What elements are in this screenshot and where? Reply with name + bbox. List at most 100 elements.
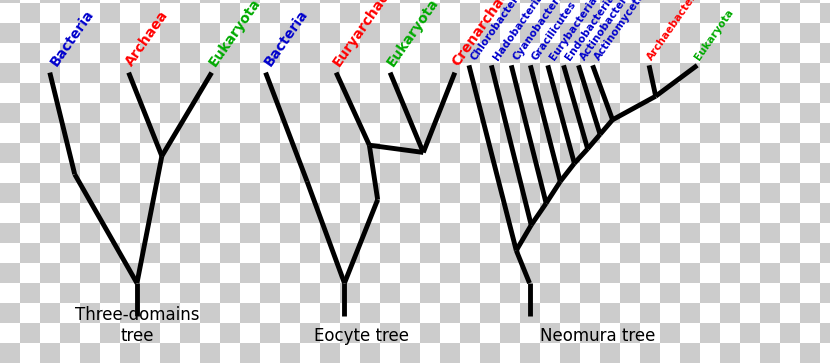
Text: Eocyte tree: Eocyte tree	[314, 327, 408, 345]
Bar	[40, 263, 60, 283]
Bar	[460, 203, 480, 223]
Bar	[540, 3, 560, 23]
Bar	[380, 103, 400, 123]
Bar	[180, 143, 200, 163]
Bar	[460, 123, 480, 143]
Bar	[380, 123, 400, 143]
Bar	[560, 43, 580, 63]
Bar	[420, 0, 440, 3]
Bar	[660, 23, 680, 43]
Bar	[780, 343, 800, 363]
Bar	[500, 83, 520, 103]
Bar	[600, 143, 620, 163]
Bar	[140, 163, 160, 183]
Bar	[420, 83, 440, 103]
Bar	[320, 303, 340, 323]
Bar	[500, 303, 520, 323]
Bar	[760, 143, 780, 163]
Bar	[80, 83, 100, 103]
Bar	[600, 263, 620, 283]
Bar	[400, 163, 420, 183]
Bar	[0, 143, 20, 163]
Bar	[440, 83, 460, 103]
Bar	[400, 83, 420, 103]
Bar	[600, 223, 620, 243]
Bar	[60, 323, 80, 343]
Bar	[40, 343, 60, 363]
Bar	[340, 23, 360, 43]
Bar	[720, 23, 740, 43]
Bar	[660, 263, 680, 283]
Bar	[220, 283, 240, 303]
Bar	[780, 43, 800, 63]
Bar	[160, 23, 180, 43]
Bar	[520, 183, 540, 203]
Bar	[100, 263, 120, 283]
Bar	[580, 0, 600, 3]
Bar	[480, 243, 500, 263]
Text: Archaea: Archaea	[123, 8, 171, 69]
Bar	[280, 263, 300, 283]
Bar	[720, 343, 740, 363]
Bar	[580, 3, 600, 23]
Bar	[540, 183, 560, 203]
Bar	[780, 203, 800, 223]
Bar	[340, 123, 360, 143]
Bar	[20, 43, 40, 63]
Bar	[640, 303, 660, 323]
Bar	[800, 283, 820, 303]
Bar	[60, 63, 80, 83]
Bar	[40, 283, 60, 303]
Bar	[200, 83, 220, 103]
Text: Euryarchaeota: Euryarchaeota	[330, 0, 408, 69]
Bar	[120, 143, 140, 163]
Bar	[500, 0, 520, 3]
Bar	[300, 143, 320, 163]
Bar	[820, 23, 830, 43]
Bar	[780, 223, 800, 243]
Bar	[160, 163, 180, 183]
Bar	[120, 83, 140, 103]
Bar	[0, 323, 20, 343]
Bar	[60, 43, 80, 63]
Bar	[100, 303, 120, 323]
Bar	[120, 183, 140, 203]
Bar	[740, 3, 760, 23]
Bar	[120, 343, 140, 363]
Bar	[360, 123, 380, 143]
Bar	[160, 103, 180, 123]
Bar	[0, 163, 20, 183]
Bar	[680, 343, 700, 363]
Bar	[460, 63, 480, 83]
Bar	[580, 163, 600, 183]
Bar	[240, 103, 260, 123]
Bar	[20, 63, 40, 83]
Bar	[520, 243, 540, 263]
Bar	[600, 103, 620, 123]
Bar	[580, 23, 600, 43]
Bar	[780, 163, 800, 183]
Bar	[160, 303, 180, 323]
Bar	[600, 83, 620, 103]
Bar	[460, 223, 480, 243]
Bar	[40, 103, 60, 123]
Bar	[740, 163, 760, 183]
Bar	[20, 223, 40, 243]
Bar	[100, 243, 120, 263]
Bar	[760, 203, 780, 223]
Bar	[400, 183, 420, 203]
Bar	[760, 0, 780, 3]
Bar	[60, 183, 80, 203]
Bar	[660, 203, 680, 223]
Bar	[100, 223, 120, 243]
Bar	[380, 83, 400, 103]
Bar	[460, 283, 480, 303]
Bar	[480, 203, 500, 223]
Text: Three-domains
tree: Three-domains tree	[75, 306, 199, 345]
Bar	[20, 303, 40, 323]
Bar	[180, 243, 200, 263]
Bar	[480, 63, 500, 83]
Bar	[480, 103, 500, 123]
Bar	[500, 203, 520, 223]
Bar	[620, 263, 640, 283]
